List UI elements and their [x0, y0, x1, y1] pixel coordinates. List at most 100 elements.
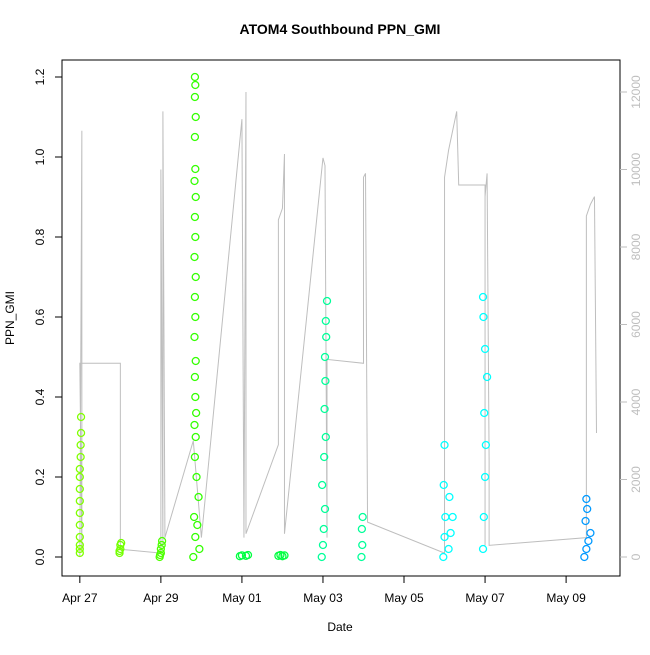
x-tick-label: May 07 [465, 591, 505, 605]
scatter-point [357, 524, 367, 534]
scatter-point [318, 480, 327, 490]
scatter-point [156, 544, 166, 554]
scatter-point [318, 540, 328, 550]
scatter-point [191, 532, 200, 542]
y2-tick-label: 2000 [629, 466, 643, 493]
scatter-point [440, 532, 449, 542]
scatter-point [480, 408, 489, 418]
scatter-point [320, 504, 330, 514]
scatter-point [482, 372, 492, 382]
scatter-point [190, 332, 199, 342]
scatter-point [580, 552, 589, 562]
scatter-point [446, 528, 455, 538]
scatter-point [581, 516, 590, 526]
y-tick-label: 0.4 [33, 388, 47, 405]
scatter-point [444, 544, 453, 554]
y-axis-label: PPN_GMI [3, 291, 17, 345]
scatter-point [157, 536, 167, 546]
scatter-point [191, 232, 200, 242]
scatter-point [321, 316, 330, 326]
scatter-point [190, 292, 200, 302]
scatter-point [191, 164, 200, 174]
scatter-point [75, 496, 84, 506]
x-tick-label: May 03 [303, 591, 343, 605]
scatter-point [478, 292, 488, 302]
y2-tick-label: 10000 [629, 153, 643, 187]
scatter-point [116, 544, 125, 554]
scatter-point [358, 512, 367, 522]
scatter-point [189, 512, 199, 522]
scatter-point [320, 404, 329, 414]
scatter-point [190, 420, 199, 430]
x-axis-label: Date [327, 620, 353, 634]
scatter-point [190, 212, 200, 222]
scatter-point [75, 540, 84, 550]
scatter-point [157, 540, 166, 550]
y2-tick-label: 12000 [629, 75, 643, 109]
y-tick-label: 0.8 [33, 228, 47, 245]
scatter-point [481, 440, 491, 450]
x-tick-label: May 01 [222, 591, 262, 605]
scatter-point [322, 296, 332, 306]
scatter-point [321, 376, 330, 386]
scatter-point [191, 192, 200, 202]
scatter-point [440, 440, 449, 450]
scatter-point [321, 432, 330, 442]
scatter-point [445, 492, 454, 502]
series-line [79, 92, 597, 558]
scatter-point [194, 492, 203, 502]
scatter-point [582, 544, 591, 554]
scatter-point [583, 504, 592, 514]
scatter-point [75, 520, 84, 530]
scatter-point [478, 544, 488, 554]
y2-tick-label: 6000 [629, 311, 643, 338]
scatter-point [189, 552, 198, 562]
x-tick-label: May 09 [546, 591, 586, 605]
scatter-point [190, 72, 200, 82]
scatter-point [439, 552, 448, 562]
scatter-point [439, 480, 448, 490]
y-tick-label: 1.2 [33, 68, 47, 85]
scatter-point [322, 332, 331, 342]
scatter-point [191, 392, 200, 402]
scatter-point [190, 176, 199, 186]
scatter-point [75, 484, 84, 494]
scatter-point [479, 512, 488, 522]
scatter-point [156, 548, 166, 558]
x-tick-label: Apr 29 [143, 591, 179, 605]
scatter-point [319, 524, 328, 534]
scatter-point [190, 452, 200, 462]
scatter-point [358, 540, 367, 550]
x-tick-label: Apr 27 [62, 591, 98, 605]
scatter-point [480, 344, 490, 354]
scatter-point [192, 472, 201, 482]
scatter-point [75, 532, 84, 542]
y-tick-label: 0.6 [33, 308, 47, 325]
plot-frame [61, 59, 621, 577]
scatter-point [191, 112, 200, 122]
scatter-point [191, 312, 200, 322]
y-tick-label: 0.2 [33, 468, 47, 485]
scatter-point [191, 272, 200, 282]
scatter-point [117, 538, 126, 548]
scatter-point [190, 92, 200, 102]
scatter-point [75, 464, 84, 474]
scatter-point [320, 352, 330, 362]
scatter-point [586, 528, 595, 538]
scatter-point [190, 252, 199, 262]
scatter-point [479, 312, 488, 322]
scatter-point [320, 452, 329, 462]
y2-tick-label: 4000 [629, 388, 643, 415]
scatter-point [357, 552, 366, 562]
scatter-point [448, 512, 457, 522]
y-tick-label: 1.0 [33, 148, 47, 165]
scatter-point [75, 544, 84, 554]
scatter-point [193, 520, 202, 530]
y-tick-label: 0.0 [33, 548, 47, 565]
chart-title: ATOM4 Southbound PPN_GMI [240, 21, 441, 37]
y2-tick-label: 8000 [629, 233, 643, 260]
scatter-point [75, 508, 84, 518]
scatter-point [584, 536, 593, 546]
